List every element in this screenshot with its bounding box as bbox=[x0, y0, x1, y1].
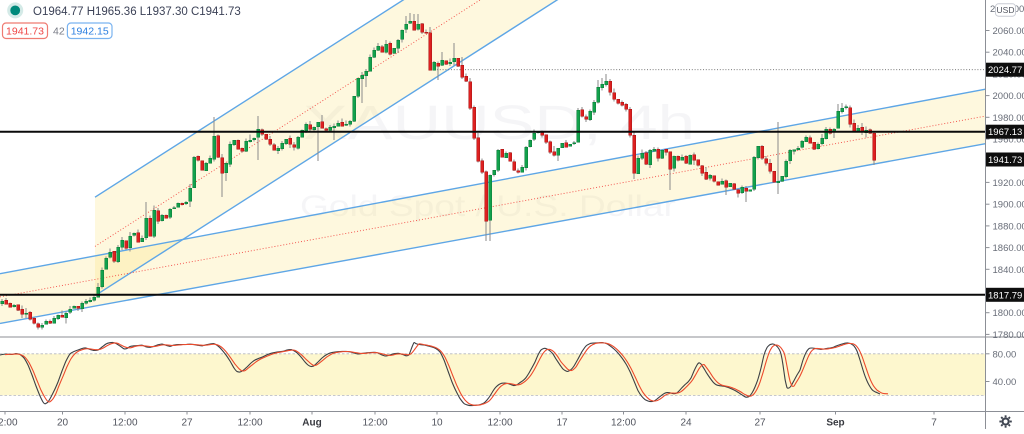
svg-text:1780.00: 1780.00 bbox=[993, 330, 1024, 341]
svg-text:40.00: 40.00 bbox=[993, 377, 1017, 388]
svg-text:12:00: 12:00 bbox=[487, 418, 512, 429]
svg-text:42: 42 bbox=[53, 26, 65, 38]
svg-text:1942.15: 1942.15 bbox=[71, 26, 109, 38]
svg-text:2060.00: 2060.00 bbox=[993, 26, 1024, 37]
svg-text:2024.77: 2024.77 bbox=[988, 65, 1022, 76]
svg-text:Aug: Aug bbox=[302, 418, 321, 429]
svg-text:12:00: 12:00 bbox=[0, 418, 18, 429]
svg-text:1860.00: 1860.00 bbox=[993, 243, 1024, 254]
svg-text:USD: USD bbox=[997, 5, 1015, 15]
svg-text:1967.13: 1967.13 bbox=[988, 127, 1022, 138]
svg-text:20: 20 bbox=[57, 418, 69, 429]
svg-text:1880.00: 1880.00 bbox=[993, 221, 1024, 232]
svg-text:1800.00: 1800.00 bbox=[993, 308, 1024, 319]
svg-text:7: 7 bbox=[931, 418, 937, 429]
svg-text:12:00: 12:00 bbox=[112, 418, 137, 429]
svg-text:12:00: 12:00 bbox=[237, 418, 262, 429]
svg-text:1817.79: 1817.79 bbox=[988, 290, 1022, 301]
svg-text:27: 27 bbox=[181, 418, 193, 429]
svg-text:2040.00: 2040.00 bbox=[993, 48, 1024, 59]
svg-text:12:00: 12:00 bbox=[362, 418, 387, 429]
svg-text:27: 27 bbox=[754, 418, 766, 429]
svg-text:1900.00: 1900.00 bbox=[993, 200, 1024, 211]
svg-text:80.00: 80.00 bbox=[993, 349, 1017, 360]
svg-text:1941.73: 1941.73 bbox=[988, 155, 1022, 166]
svg-text:Sep: Sep bbox=[826, 418, 844, 429]
svg-text:1980.00: 1980.00 bbox=[993, 113, 1024, 124]
svg-text:24: 24 bbox=[680, 418, 692, 429]
svg-text:O1964.77 H1965.36 L1937.30: O1964.77 H1965.36 L1937.30 C1941.73 bbox=[33, 6, 241, 18]
svg-text:10: 10 bbox=[431, 418, 443, 429]
svg-text:1920.00: 1920.00 bbox=[993, 178, 1024, 189]
svg-text:2000.00: 2000.00 bbox=[993, 91, 1024, 102]
svg-text:1840.00: 1840.00 bbox=[993, 265, 1024, 276]
svg-text:1941.73: 1941.73 bbox=[6, 26, 44, 38]
svg-text:12:00: 12:00 bbox=[611, 418, 636, 429]
svg-text:17: 17 bbox=[556, 418, 568, 429]
